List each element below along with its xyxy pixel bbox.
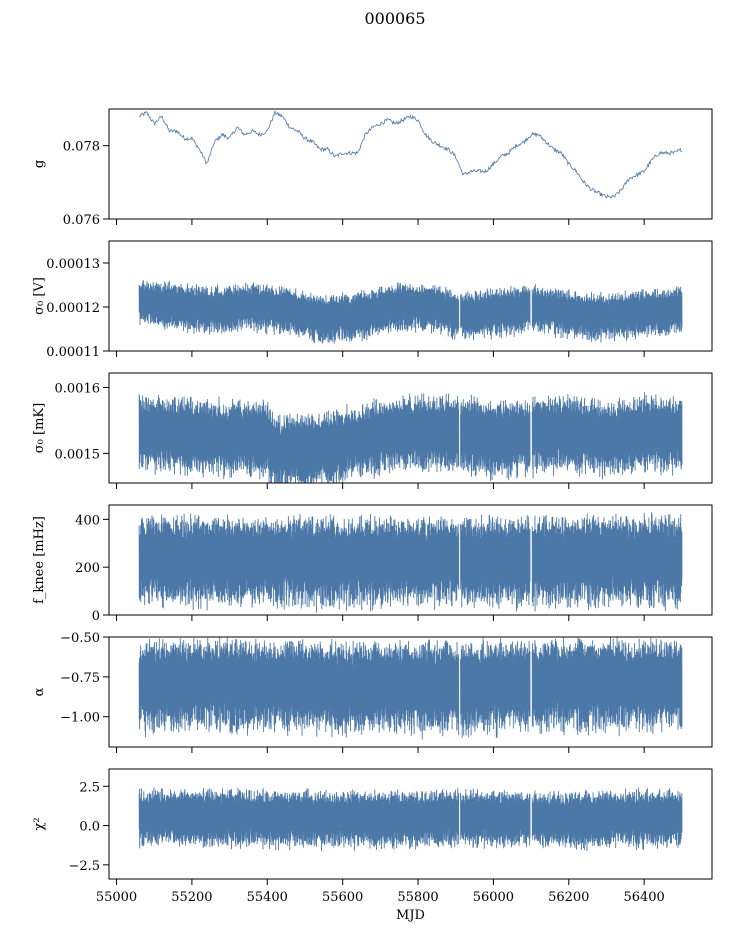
panel-1: 0.076 0.078 g (32, 108, 713, 228)
y-tick-label: −0.50 (60, 631, 100, 646)
y-axis-label: f_knee [mHz] (32, 516, 47, 604)
x-axis-label: MJD (396, 908, 425, 923)
x-tick-label: 55000 (96, 890, 137, 905)
x-tick-label: 56000 (473, 890, 514, 905)
y-tick-label: 0.0015 (55, 447, 101, 462)
series-area (138, 280, 683, 344)
figure-title: 000065 (364, 9, 425, 28)
y-axis-label: χ² (32, 817, 47, 830)
series-area (138, 637, 683, 740)
y-tick-label: −0.75 (60, 671, 100, 686)
axes-frame (108, 372, 713, 484)
axes-frame (108, 768, 713, 880)
series-area (138, 787, 683, 852)
series-band (138, 512, 683, 613)
x-tick-label: 56400 (623, 890, 664, 905)
axes-frame (108, 108, 713, 220)
x-tick-label: 55400 (247, 890, 288, 905)
y-axis-label: g (32, 160, 47, 168)
y-tick-label: −2.5 (68, 859, 100, 874)
panel-3: 0.0015 0.0016 σ₀ [mK] (32, 372, 713, 489)
panel-6: −2.5 0.0 2.5 55000 55200 55400 55600 55800 56000… (32, 768, 713, 923)
series-band (138, 280, 683, 344)
panel-5: −1.00 −0.75 −0.50 α (32, 631, 713, 753)
y-tick-label: 0.078 (63, 140, 100, 155)
y-axis-label: σ₀ [mK] (32, 403, 47, 453)
y-tick-label: 0.0 (79, 820, 100, 835)
y-tick-label: 400 (75, 513, 100, 528)
y-tick-label: 0.00012 (46, 301, 100, 316)
y-tick-label: 2.5 (79, 780, 100, 795)
series-area (138, 392, 683, 483)
panel-2: 0.00011 0.00012 0.00013 σ₀ [V] (32, 240, 713, 360)
series-area (138, 512, 683, 613)
y-tick-label: 0 (92, 609, 100, 624)
y-tick-label: 0.0016 (55, 381, 101, 396)
x-tick-label: 55800 (397, 890, 438, 905)
x-tick-label: 55600 (322, 890, 363, 905)
y-tick-label: 0.076 (63, 213, 100, 228)
y-axis-label: σ₀ [V] (32, 277, 47, 315)
axes-frame (108, 636, 713, 748)
series-area (138, 110, 683, 199)
series-band (138, 637, 683, 740)
x-tick-label: 56200 (548, 890, 589, 905)
y-tick-label: 0.00011 (46, 345, 100, 360)
x-tick-label: 55200 (171, 890, 212, 905)
y-tick-label: 200 (75, 561, 100, 576)
series-line (138, 110, 683, 199)
panel-4: 0 200 400 f_knee [mHz] (32, 504, 713, 624)
axes-frame (108, 504, 713, 616)
series-band (138, 392, 683, 483)
y-tick-label: 0.00013 (46, 257, 100, 272)
series-band (138, 787, 683, 852)
y-axis-label: α (32, 687, 47, 696)
y-tick-label: −1.00 (60, 711, 100, 726)
axes-frame (108, 240, 713, 352)
